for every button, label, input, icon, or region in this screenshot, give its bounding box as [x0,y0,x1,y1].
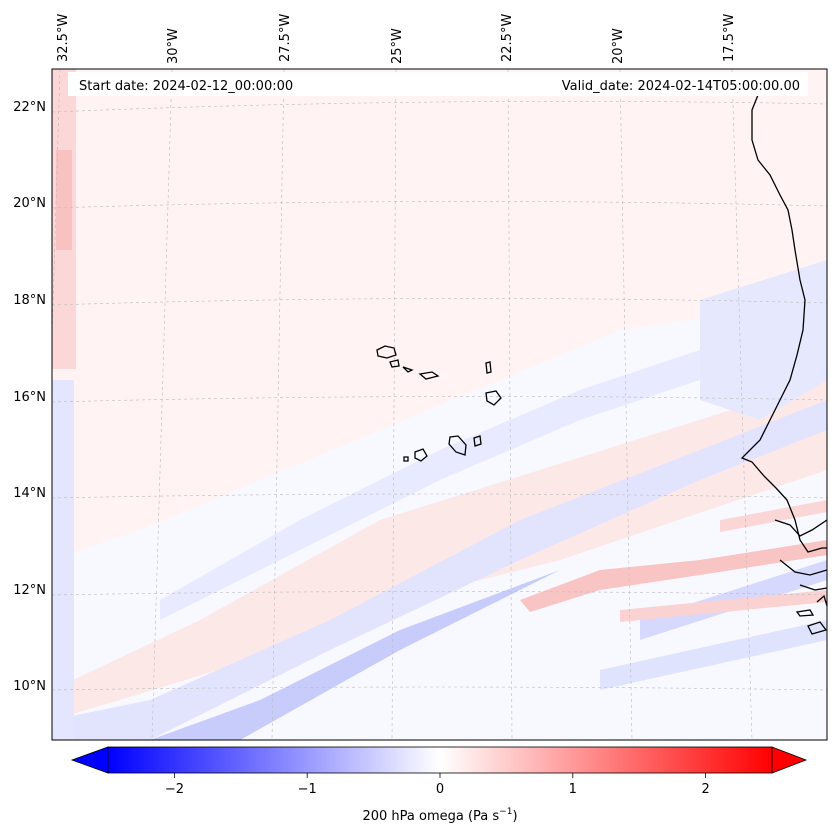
lon-label-32-5w: 32.5°W [56,14,71,62]
colorbar-extend-low [70,746,109,774]
colorbar-title-main: 200 hPa omega (Pa s [362,809,499,824]
blue-band-right-2 [600,620,827,690]
africa-coastline [740,89,827,553]
cabo-verde-sao-nicolau [402,366,440,380]
longitude-labels: 32.5°W 30°W 27.5°W 25°W 22.5°W 20°W 17.5… [56,14,737,64]
coastlines [376,89,827,635]
colorbar: −2 −1 0 1 2 200 hPa omega (Pa s−1) [70,746,808,824]
omega-field [52,69,827,740]
red-streak-3 [720,500,827,532]
colorbar-tick-label: −1 [298,782,317,797]
weak-red-band [52,380,827,720]
lon-label-22-5w: 22.5°W [500,14,515,62]
blue-coast-patch [700,260,827,420]
blue-band-core [150,570,560,740]
lat-label-18n: 18°N [13,293,46,308]
lat-label-10n: 10°N [13,679,46,694]
valid-date-label: Valid_date: 2024-02-14T05:00:00.00 [562,79,800,94]
lon-label-30w: 30°W [166,28,181,64]
colorbar-tick-label: 0 [436,782,444,797]
edge-blue-strip [52,380,74,740]
lon-label-27-5w: 27.5°W [278,14,293,62]
colorbar-title-close: ) [512,809,517,824]
lon-label-17-5w: 17.5°W [722,14,737,62]
lon-label-25w: 25°W [390,28,405,64]
blue-band-main [52,400,827,740]
colorbar-extend-high [771,746,808,774]
lat-label-14n: 14°N [13,486,46,501]
colorbar-gradient [107,746,773,774]
cabo-verde-maio [473,435,482,447]
lat-label-12n: 12°N [13,583,46,598]
cabo-verde-sao-vicente [389,359,400,368]
latitude-labels: 22°N 20°N 18°N 16°N 14°N 12°N 10°N [13,100,46,694]
gridlines [52,69,827,740]
cabo-verde-fogo [414,448,428,462]
lat-label-16n: 16°N [13,390,46,405]
weak-rising-region [52,69,827,560]
map-frame [51,68,828,741]
lat-label-22n: 22°N [13,100,46,115]
blue-band-upper [160,300,827,620]
map-panel: Start date: 2024-02-12_00:00:00 Valid_da… [51,68,828,741]
start-date-label: Start date: 2024-02-12_00:00:00 [79,79,293,94]
lat-label-20n: 20°N [13,196,46,211]
cabo-verde-brava [403,456,409,462]
colorbar-tick-label: 1 [569,782,577,797]
colorbar-tick-label: −2 [165,782,184,797]
guinea-coast-islands [795,594,827,635]
lon-label-20w: 20°W [611,28,626,64]
edge-red-strip-core [56,150,72,250]
colorbar-title-sup: −1 [499,807,512,817]
red-streak-1 [520,540,827,612]
cabo-verde-santiago [448,435,467,456]
senegal-gambia-coast [774,519,827,537]
annotation-banner [68,72,808,96]
cabo-verde-boa-vista [485,390,502,406]
colorbar-tick-label: 2 [701,782,709,797]
guinea-bissau-coast [779,559,827,591]
cabo-verde-sal [485,361,492,374]
cabo-verde-santo-antao [376,345,397,359]
colorbar-ticks: −2 −1 0 1 2 [165,773,710,797]
colorbar-title: 200 hPa omega (Pa s−1) [362,807,517,824]
red-streak-2 [620,590,827,622]
